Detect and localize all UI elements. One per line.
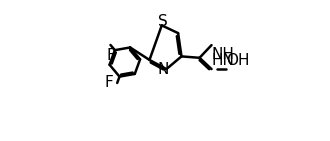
Text: HN: HN — [212, 53, 235, 68]
Text: F: F — [105, 75, 113, 91]
Text: OH: OH — [226, 53, 250, 68]
Text: S: S — [158, 14, 167, 29]
Text: F: F — [106, 48, 115, 63]
Text: NH: NH — [212, 47, 235, 61]
Text: N: N — [157, 62, 169, 77]
